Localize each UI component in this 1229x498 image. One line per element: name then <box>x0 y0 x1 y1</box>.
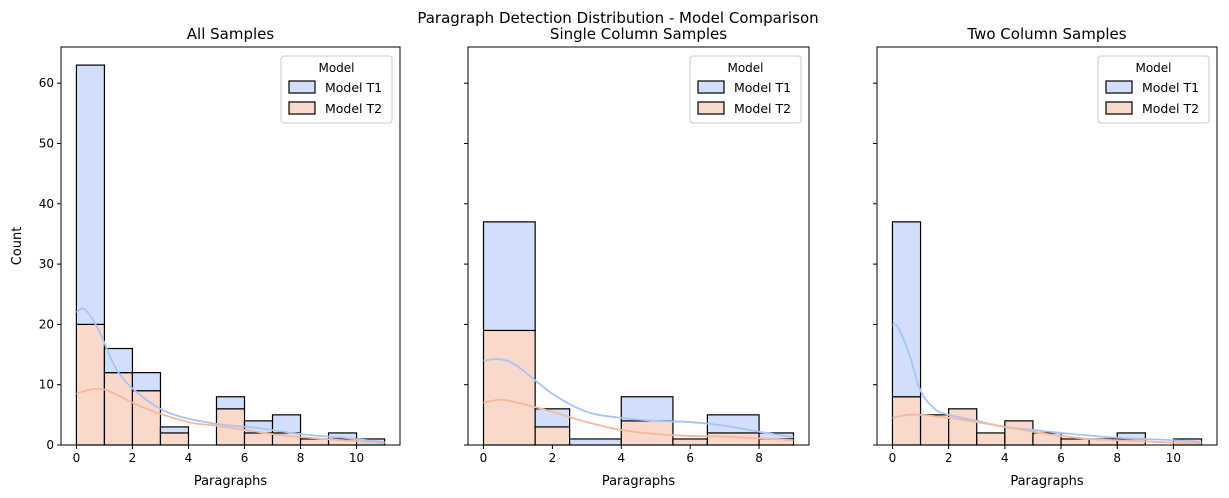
legend-entry-label: Model T1 <box>734 80 791 95</box>
kde-line-model-t1 <box>75 307 385 443</box>
y-axis-label: Count <box>10 227 25 266</box>
x-tick-label: 4 <box>617 451 625 465</box>
bar-model-t2 <box>482 329 536 446</box>
bar-model-t2 <box>919 414 950 446</box>
chart-title: Single Column Samples <box>550 25 727 43</box>
plot-frame <box>876 46 1218 446</box>
legend-swatch-model-t1 <box>697 80 725 94</box>
bar-model-t1 <box>131 372 162 392</box>
bar-model-t1 <box>620 396 674 422</box>
x-tick-label: 8 <box>297 451 305 465</box>
y-tick-label: 0 <box>46 438 54 452</box>
x-tick-label: 0 <box>480 451 488 465</box>
x-tick-label: 6 <box>241 451 249 465</box>
bar-model-t1 <box>482 221 536 332</box>
bar-model-t2 <box>1060 438 1090 446</box>
legend: Model Model T1 Model T2 <box>280 55 393 124</box>
plot-frame <box>60 46 401 446</box>
bar-model-t2 <box>1004 420 1034 446</box>
legend-entry-label: Model T1 <box>325 80 382 95</box>
bar-model-t2 <box>706 432 760 446</box>
bar-model-t1 <box>569 438 622 446</box>
x-tick-label: 10 <box>349 451 364 465</box>
y-tick-label: 10 <box>39 378 54 392</box>
legend-entry-label: Model T2 <box>734 101 791 116</box>
kde-line-model-t2 <box>483 398 794 442</box>
legend-title: Model <box>727 61 763 75</box>
bar-model-t2 <box>976 432 1006 446</box>
legend-entry-label: Model T2 <box>1142 101 1199 116</box>
chart-panel-1: All Samples 0 2 4 6 8 10 0 10 20 30 40 50 60 Paragraph… <box>10 25 401 489</box>
legend-title: Model <box>318 61 354 75</box>
figure-suptitle: Paragraph Detection Distribution - Model… <box>417 9 818 27</box>
legend-swatch-model-t1 <box>1105 80 1133 94</box>
chart-panel-3: Two Column Samples 0 2 4 6 8 10 Paragraphs Model… <box>873 25 1218 489</box>
legend-swatch-model-t2 <box>1105 101 1133 115</box>
x-tick-label: 8 <box>1113 451 1121 465</box>
legend: Model Model T1 Model T2 <box>1097 55 1210 124</box>
x-tick-label: 4 <box>1001 451 1009 465</box>
bar-model-t2 <box>243 432 274 446</box>
y-tick-label: 20 <box>39 317 54 331</box>
legend-swatch-model-t2 <box>697 101 725 115</box>
x-tick-label: 4 <box>185 451 193 465</box>
x-axis-label: Paragraphs <box>602 474 676 489</box>
plot-frame <box>467 46 810 446</box>
bar-model-t2 <box>159 432 190 446</box>
kde-line-model-t2 <box>892 413 1202 445</box>
legend-title: Model <box>1135 61 1171 75</box>
bar-model-t2 <box>299 438 330 446</box>
legend-entry-label: Model T1 <box>1142 80 1199 95</box>
kde-line-model-t1 <box>483 358 794 439</box>
y-tick-label: 50 <box>39 136 54 150</box>
bar-model-t1 <box>891 221 922 398</box>
x-tick-label: 8 <box>755 451 763 465</box>
x-tick-label: 0 <box>73 451 81 465</box>
bar-model-t2 <box>75 323 106 446</box>
x-tick-label: 6 <box>686 451 694 465</box>
bar-model-t2 <box>948 408 978 446</box>
y-tick-label: 40 <box>39 197 54 211</box>
bar-model-t1 <box>215 396 246 410</box>
y-tick-label: 60 <box>39 76 54 90</box>
legend-entry-label: Model T2 <box>325 101 382 116</box>
bar-model-t2 <box>672 438 708 446</box>
legend-swatch-model-t2 <box>288 101 316 115</box>
y-tick-label: 30 <box>39 257 54 271</box>
x-tick-label: 0 <box>889 451 897 465</box>
x-tick-label: 2 <box>945 451 953 465</box>
chart-panel-2: Single Column Samples 0 2 4 6 8 Paragraphs Mode… <box>464 25 810 489</box>
bar-model-t2 <box>534 426 571 446</box>
x-tick-label: 10 <box>1166 451 1181 465</box>
x-axis-label: Paragraphs <box>194 474 268 489</box>
x-axis-label: Paragraphs <box>1010 474 1084 489</box>
legend: Model Model T1 Model T2 <box>689 55 802 124</box>
x-tick-label: 2 <box>129 451 137 465</box>
bar-model-t1 <box>75 64 106 325</box>
bar-model-t2 <box>891 396 922 446</box>
x-tick-label: 2 <box>549 451 557 465</box>
chart-title: All Samples <box>187 25 275 43</box>
legend-swatch-model-t1 <box>288 80 316 94</box>
chart-title: Two Column Samples <box>966 25 1126 43</box>
bar-model-t1 <box>159 426 190 434</box>
x-tick-label: 6 <box>1057 451 1065 465</box>
kde-line-model-t1 <box>892 323 1202 443</box>
kde-line-model-t2 <box>76 387 385 445</box>
